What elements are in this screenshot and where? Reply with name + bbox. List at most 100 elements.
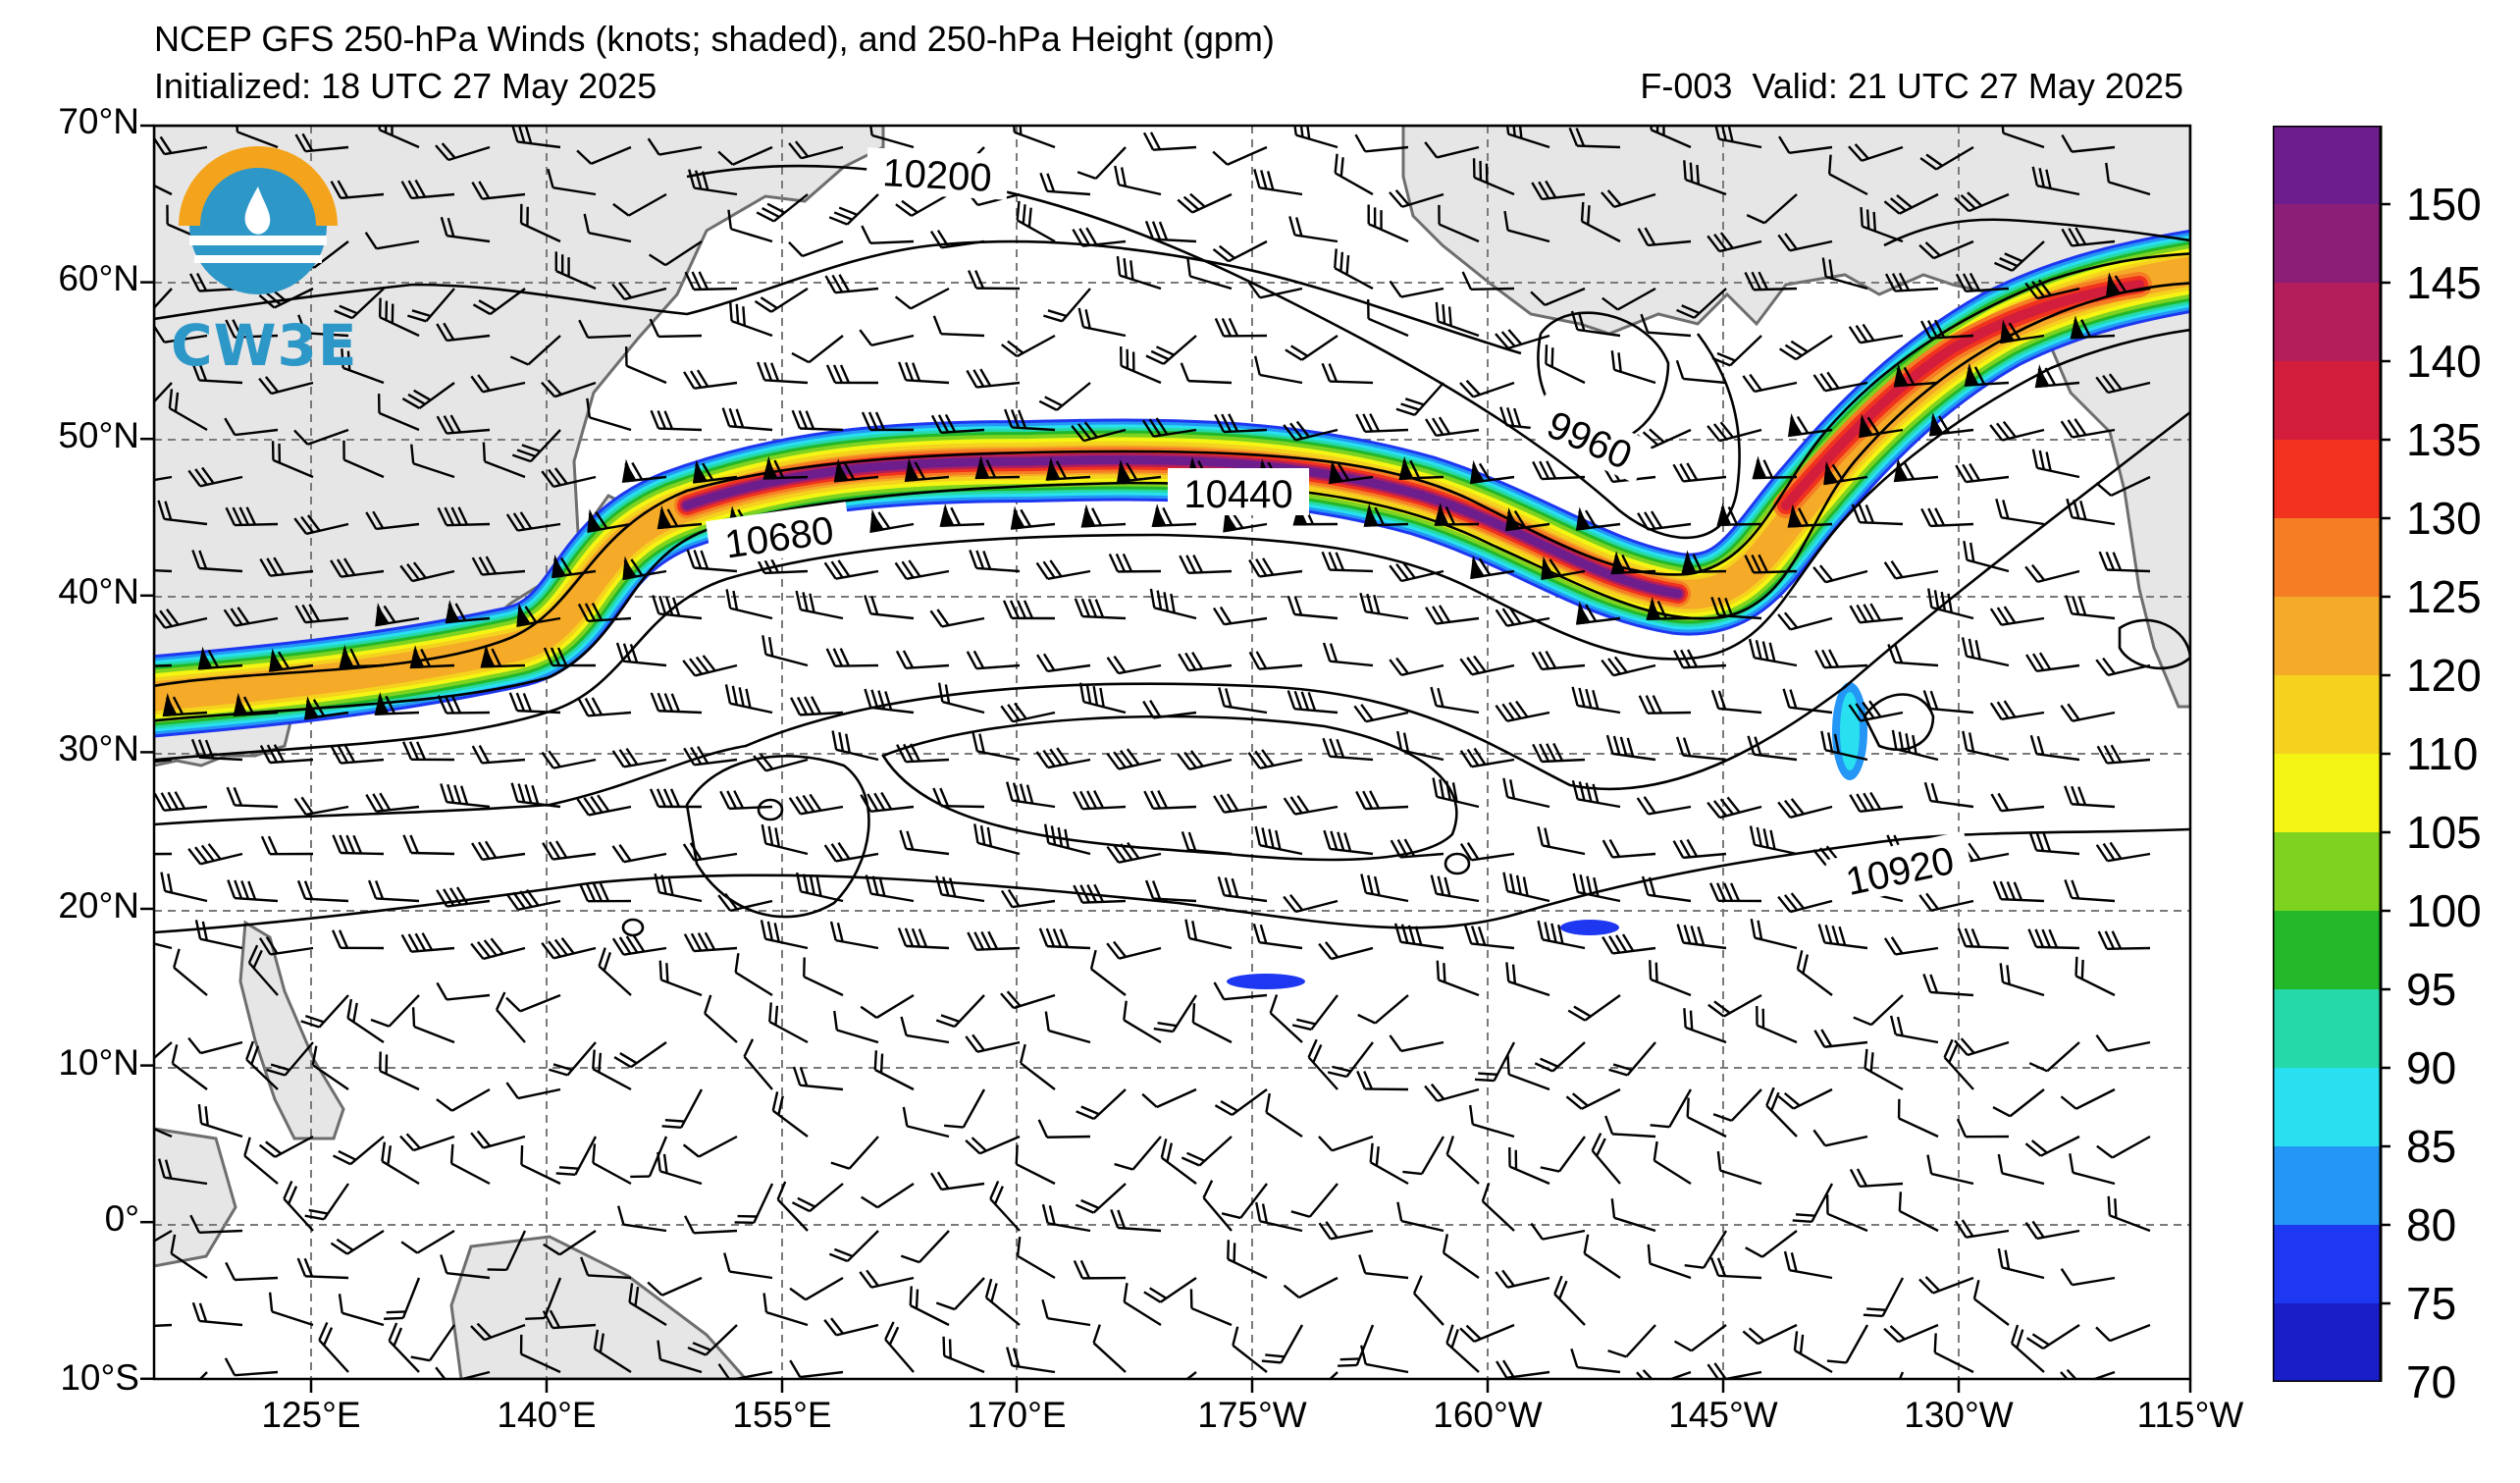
wind-barb bbox=[1681, 550, 1727, 574]
wind-barb bbox=[330, 1229, 385, 1255]
wind-barb bbox=[686, 549, 738, 573]
wind-barb bbox=[1567, 994, 1621, 1022]
wind-barb bbox=[1709, 1257, 1762, 1280]
wind-barb bbox=[258, 936, 314, 956]
wind-barb bbox=[440, 216, 491, 243]
wind-barb bbox=[1883, 192, 1939, 215]
wind-barb bbox=[1683, 1008, 1727, 1044]
wind-barb bbox=[471, 181, 526, 200]
lon-label-175w: 175°W bbox=[1197, 1395, 1307, 1435]
wind-barb bbox=[828, 1230, 879, 1263]
wind-barb bbox=[1114, 165, 1162, 196]
wind-barb bbox=[761, 823, 809, 856]
wind-barb bbox=[154, 1323, 173, 1329]
wind-barb bbox=[224, 417, 279, 437]
wind-barb bbox=[381, 1141, 420, 1186]
wind-barb bbox=[176, 1371, 208, 1379]
wind-barb bbox=[684, 271, 738, 291]
wind-barb bbox=[1999, 963, 2045, 997]
wind-barb bbox=[1459, 842, 1515, 862]
wind-barb bbox=[1570, 310, 1621, 338]
wind-barb bbox=[1532, 460, 1586, 481]
wind-barb bbox=[191, 361, 243, 385]
wind-barb bbox=[470, 937, 526, 961]
wind-barb bbox=[1321, 362, 1374, 385]
wind-barb bbox=[1716, 1150, 1762, 1186]
wind-barb bbox=[1217, 875, 1268, 903]
wind-barb bbox=[803, 957, 844, 997]
colorbar-segment bbox=[2273, 1068, 2381, 1146]
wind-barb bbox=[2096, 1135, 2151, 1159]
wind-barb bbox=[259, 744, 314, 765]
lat-label-equator: 0° bbox=[104, 1198, 139, 1239]
wind-barb bbox=[168, 389, 208, 432]
wind-barb bbox=[576, 794, 632, 817]
wind-barb bbox=[1186, 256, 1233, 291]
wind-barb bbox=[2060, 1368, 2116, 1379]
wind-barb bbox=[796, 872, 844, 903]
wind-barb bbox=[656, 1340, 703, 1374]
wind-barb bbox=[795, 590, 844, 620]
colorbar-level-label: 105 bbox=[2406, 807, 2482, 858]
wind-barb bbox=[2027, 928, 2080, 950]
wind-barb bbox=[294, 604, 349, 624]
wind-barb bbox=[1565, 1087, 1621, 1110]
wind-barb bbox=[2024, 563, 2080, 584]
wind-barb bbox=[1214, 413, 1268, 434]
wind-barb bbox=[2010, 1324, 2045, 1373]
wind-barb bbox=[1502, 777, 1550, 809]
wind-barb bbox=[1106, 841, 1162, 864]
wind-barb bbox=[266, 1041, 314, 1077]
wind-barb bbox=[1180, 362, 1233, 385]
wind-barb bbox=[1269, 994, 1303, 1043]
wind-barb bbox=[1777, 1087, 1833, 1110]
wind-barb bbox=[1887, 644, 1939, 667]
valid-time: F-003 Valid: 21 UTC 27 May 2025 bbox=[1640, 67, 2183, 106]
wind-barb bbox=[1601, 287, 1656, 311]
wind-barb bbox=[370, 994, 420, 1028]
wind-barb bbox=[304, 696, 349, 720]
wind-barb bbox=[1012, 126, 1056, 149]
lat-label-10n: 10°N bbox=[58, 1042, 139, 1083]
wind-barb bbox=[1675, 736, 1727, 762]
wind-barb bbox=[869, 508, 915, 533]
wind-barb bbox=[1106, 655, 1162, 675]
wind-barb bbox=[1036, 653, 1091, 673]
wind-barb bbox=[743, 1038, 773, 1090]
wind-barb bbox=[1110, 1209, 1162, 1233]
wind-barb bbox=[1181, 1136, 1233, 1167]
wind-barb bbox=[519, 1334, 561, 1374]
height-contour-line bbox=[1883, 218, 2190, 247]
wind-barb bbox=[1575, 601, 1621, 625]
wind-barb bbox=[578, 882, 632, 903]
wind-barb bbox=[1143, 1277, 1197, 1303]
wind-barb bbox=[332, 1136, 385, 1166]
height-contour-line bbox=[757, 798, 784, 821]
colorbar-level-label: 130 bbox=[2406, 493, 2482, 544]
wind-barb bbox=[1610, 1198, 1656, 1233]
wind-barb bbox=[1038, 382, 1091, 411]
wind-barb bbox=[1897, 1098, 1939, 1139]
wind-barb bbox=[687, 1324, 738, 1356]
wind-barb bbox=[1826, 1324, 1869, 1364]
wind-barb bbox=[271, 441, 314, 479]
wind-barb bbox=[1926, 1154, 1974, 1186]
wind-barb bbox=[873, 1050, 915, 1091]
wind-barb bbox=[761, 635, 809, 667]
colorbar-segment bbox=[2273, 832, 2381, 911]
wind-barb bbox=[1396, 730, 1444, 762]
wind-barb bbox=[554, 251, 597, 291]
colorbar-level-label: 70 bbox=[2406, 1356, 2457, 1407]
wind-barb bbox=[1390, 838, 1444, 859]
wind-barb bbox=[482, 442, 526, 479]
wind-barb bbox=[1334, 248, 1374, 291]
wind-barb bbox=[622, 556, 667, 581]
colorbar-level-label: 140 bbox=[2406, 336, 2482, 387]
wind-barb bbox=[1889, 1015, 1939, 1044]
wind-barb bbox=[656, 1151, 703, 1186]
wind-barb bbox=[828, 193, 879, 226]
wind-barb bbox=[342, 440, 385, 479]
wind-barb bbox=[1989, 420, 2045, 442]
wind-barb bbox=[541, 379, 597, 398]
wind-barb bbox=[760, 920, 809, 950]
